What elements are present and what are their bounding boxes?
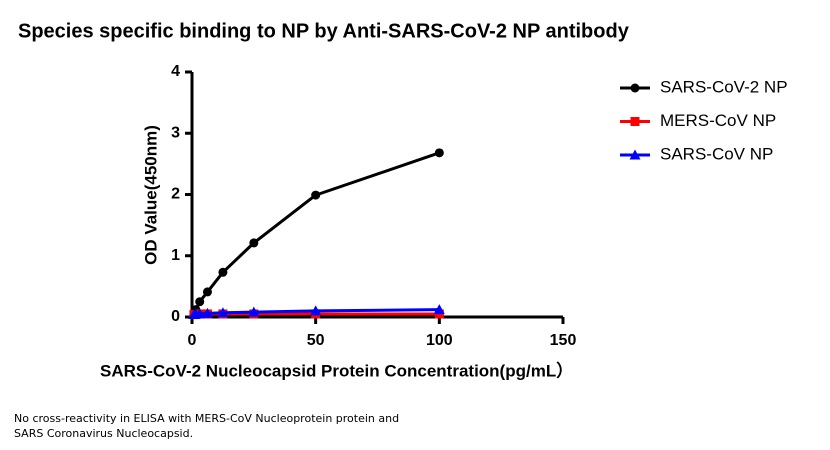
legend-label: MERS-CoV NP — [660, 111, 776, 130]
marker — [310, 305, 322, 316]
marker — [202, 287, 212, 297]
legend-label: SARS-CoV-2 NP — [660, 77, 788, 96]
chart-title: Species specific binding to NP by Anti-S… — [18, 20, 630, 42]
legend-label: SARS-CoV NP — [660, 144, 773, 163]
marker — [218, 267, 228, 277]
marker — [630, 83, 640, 93]
x-tick-label: 150 — [550, 332, 577, 349]
x-axis-label: SARS-CoV-2 Nucleocapsid Protein Concentr… — [100, 360, 573, 380]
marker — [433, 304, 445, 315]
marker — [194, 308, 206, 319]
x-tick-label: 50 — [307, 332, 325, 349]
x-tick-label: 0 — [188, 332, 197, 349]
y-tick-label: 0 — [171, 308, 180, 325]
y-tick-label: 3 — [171, 124, 180, 141]
marker — [195, 297, 205, 307]
series-line — [192, 151, 440, 315]
marker — [201, 307, 213, 318]
marker — [217, 307, 229, 318]
marker — [630, 117, 640, 126]
marker — [249, 238, 259, 248]
y-tick-label: 4 — [171, 63, 180, 80]
x-tick-label: 100 — [426, 332, 453, 349]
y-tick-label: 1 — [171, 247, 180, 264]
y-tick-label: 2 — [171, 186, 180, 203]
marker — [629, 149, 641, 160]
marker — [248, 306, 260, 317]
note: SARS Coronavirus Nucleocapsid. — [14, 427, 193, 440]
note: No cross-reactivity in ELISA with MERS-C… — [14, 412, 399, 425]
marker — [434, 148, 444, 158]
marker — [311, 190, 321, 200]
y-axis-label: OD Value(450nm) — [141, 125, 160, 265]
